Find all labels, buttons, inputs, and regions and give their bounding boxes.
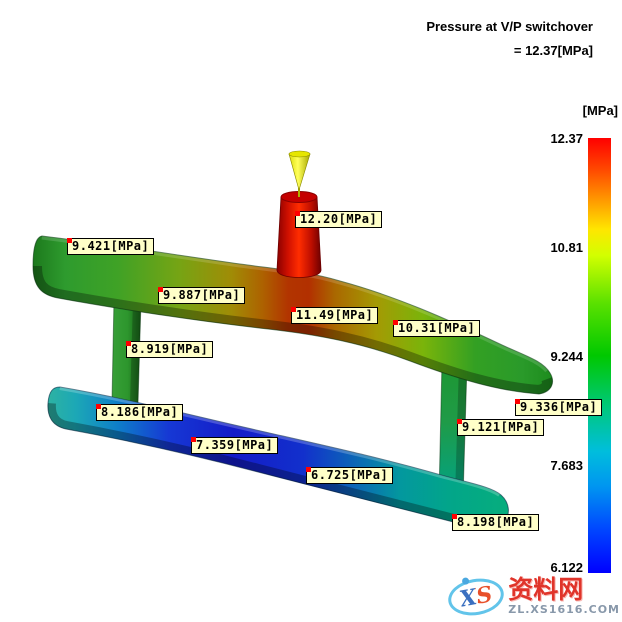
probe-label: 9.336[MPa]: [515, 399, 603, 416]
probe-label: 8.198[MPa]: [452, 514, 540, 531]
probe-marker: [158, 287, 163, 292]
colorbar: [588, 138, 611, 573]
probe-value: 8.186[MPa]: [101, 405, 179, 419]
probe-label: 7.359[MPa]: [191, 437, 279, 454]
probe-value: 9.421[MPa]: [72, 239, 150, 253]
probe-value: 7.359[MPa]: [196, 438, 274, 452]
sprue: [276, 191, 322, 278]
colorbar-tick: 9.244: [550, 349, 583, 364]
colorbar-tick: 7.683: [550, 458, 583, 473]
probe-marker: [393, 320, 398, 325]
plot-title: Pressure at V/P switchover = 12.37[MPa]: [426, 15, 593, 63]
probe-marker: [96, 404, 101, 409]
probe-label: 8.186[MPa]: [96, 404, 184, 421]
probe-value: 12.20[MPa]: [300, 212, 378, 226]
plot-title-line2: = 12.37[MPa]: [513, 43, 593, 58]
probe-label: 12.20[MPa]: [295, 211, 383, 228]
colorbar-tick: 10.81: [550, 240, 583, 255]
colorbar-unit-label: [MPa]: [582, 103, 618, 118]
watermark-logo-text: XS: [457, 580, 495, 613]
probe-marker: [452, 514, 457, 519]
colorbar-tick-min: 6.122: [550, 560, 583, 575]
probe-label: 9.421[MPa]: [67, 238, 155, 255]
probe-marker: [515, 399, 520, 404]
probe-value: 10.31[MPa]: [398, 321, 476, 335]
probe-label: 8.919[MPa]: [126, 341, 214, 358]
probe-value: 8.198[MPa]: [457, 515, 535, 529]
watermark-logo: XS: [445, 573, 507, 620]
probe-value: 9.121[MPa]: [462, 420, 540, 434]
probe-label: 6.725[MPa]: [306, 467, 394, 484]
colorbar-tick-max: 12.37: [550, 131, 583, 146]
probe-value: 8.919[MPa]: [131, 342, 209, 356]
probe-marker: [306, 467, 311, 472]
watermark: XS 资料网 ZL.XS1616.COM: [445, 573, 620, 620]
probe-marker: [457, 419, 462, 424]
injection-cone-icon: [288, 150, 311, 197]
watermark-site-url: ZL.XS1616.COM: [508, 603, 620, 616]
probe-marker: [67, 238, 72, 243]
probe-value: 11.49[MPa]: [296, 308, 374, 322]
watermark-site-name: 资料网: [508, 575, 584, 604]
probe-value: 9.336[MPa]: [520, 400, 598, 414]
plot-title-line1: Pressure at V/P switchover: [426, 19, 593, 34]
probe-value: 9.887[MPa]: [163, 288, 241, 302]
probe-value: 6.725[MPa]: [311, 468, 389, 482]
probe-marker: [126, 341, 131, 346]
probe-label: 9.121[MPa]: [457, 419, 545, 436]
probe-marker: [295, 211, 300, 216]
probe-marker: [191, 437, 196, 442]
probe-marker: [291, 307, 296, 312]
probe-label: 11.49[MPa]: [291, 307, 379, 324]
probe-label: 10.31[MPa]: [393, 320, 481, 337]
probe-label: 9.887[MPa]: [158, 287, 246, 304]
